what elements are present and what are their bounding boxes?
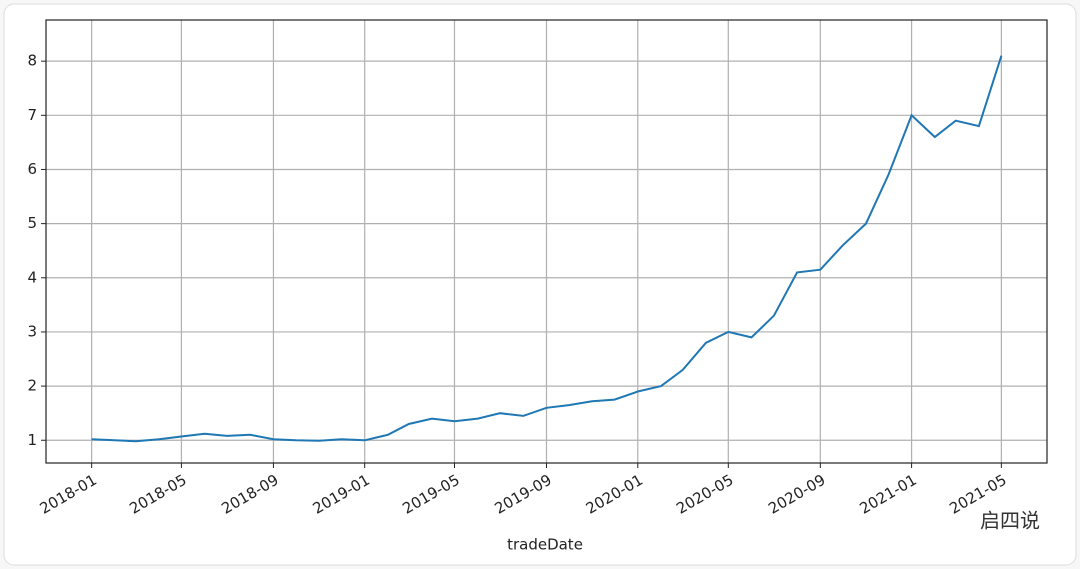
- y-tick-label: 6: [27, 160, 37, 178]
- watermark: 启四说: [980, 509, 1040, 533]
- y-tick-label: 2: [27, 377, 37, 395]
- y-tick-label: 3: [27, 322, 37, 340]
- y-tick-label: 1: [27, 431, 37, 449]
- card: [3, 3, 1077, 566]
- y-tick-label: 4: [27, 268, 37, 286]
- y-tick-label: 7: [27, 106, 37, 124]
- y-tick-label: 8: [27, 52, 37, 70]
- series-line: [91, 55, 1003, 443]
- y-tick-label: 5: [27, 214, 37, 232]
- x-axis-label: tradeDate: [507, 536, 583, 554]
- plot-frame: [45, 19, 1048, 464]
